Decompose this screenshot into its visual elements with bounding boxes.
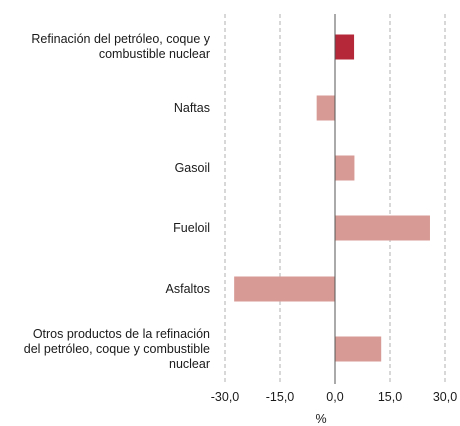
bar	[234, 276, 335, 302]
category-label-gasoil: Gasoil	[174, 160, 210, 175]
x-axis-title: %	[315, 412, 327, 426]
category-label-fueloil: Fueloil	[173, 220, 210, 235]
category-label-asfaltos: Asfaltos	[165, 281, 210, 296]
bar	[335, 336, 382, 362]
bar	[335, 155, 355, 181]
category-label-naftas: Naftas	[173, 100, 210, 115]
x-tick-label: -15,0	[265, 390, 295, 404]
category-label-otros: Otros productos de la refinación del pet…	[23, 326, 210, 371]
category-label-refinacion: Refinación del petróleo, coque y combust…	[31, 32, 210, 61]
x-tick-label: 15,0	[377, 390, 403, 404]
bar	[316, 95, 335, 121]
bar	[335, 215, 430, 241]
x-tick-label: 0,0	[326, 390, 344, 404]
x-tick-label: 30,0	[432, 390, 458, 404]
bar	[335, 34, 355, 60]
x-tick-label: -30,0	[210, 390, 240, 404]
